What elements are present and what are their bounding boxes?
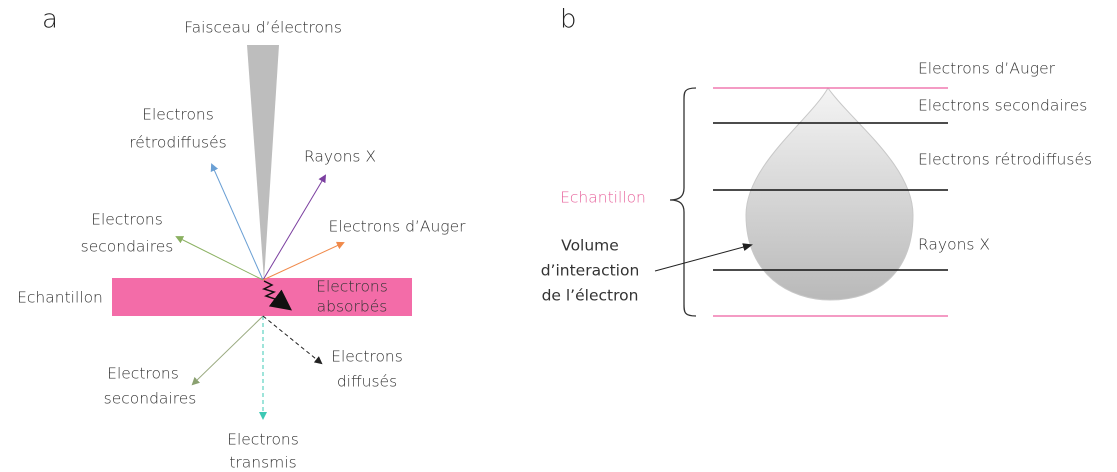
arrow [654,243,753,272]
layer-label: Electrons secondaires [918,97,1087,115]
sample-label: Echantillon [17,289,103,307]
label: rétrodiffusés [129,134,227,152]
label: transmis [229,454,296,472]
layer-label: Electrons rétrodiffusés [918,151,1092,169]
arrow [175,236,264,281]
arrow [262,241,345,281]
label: diffusés [337,373,397,391]
label: absorbés [317,298,388,316]
beam-label: Faisceau d’électrons [184,19,342,37]
label: de l’électron [542,287,639,305]
sample [112,278,412,316]
absorbed-path [261,280,292,311]
layer-label: Electrons d’Auger [918,60,1056,78]
label: Electrons [107,365,179,383]
layer-label: Rayons X [918,236,990,254]
label: Electrons [91,211,163,229]
label: d’interaction [541,262,640,280]
label: Rayons X [304,148,376,166]
arrow [262,315,323,365]
label: Electrons d’Auger [329,218,467,236]
label: secondaires [104,390,197,408]
label: secondaires [81,238,174,256]
arrow [191,315,264,386]
label: Electrons [227,431,299,449]
interaction-volume [745,87,914,301]
label: Electrons [142,106,214,124]
panel-label: b [560,5,577,35]
brace [669,87,697,317]
sample-label: Echantillon [560,189,646,207]
arrow [210,163,264,281]
label: Electrons [316,278,388,296]
label: Volume [561,237,619,255]
label: Electrons [331,348,403,366]
arrow [262,174,327,281]
panel-label: a [42,5,58,35]
beam [247,45,279,280]
